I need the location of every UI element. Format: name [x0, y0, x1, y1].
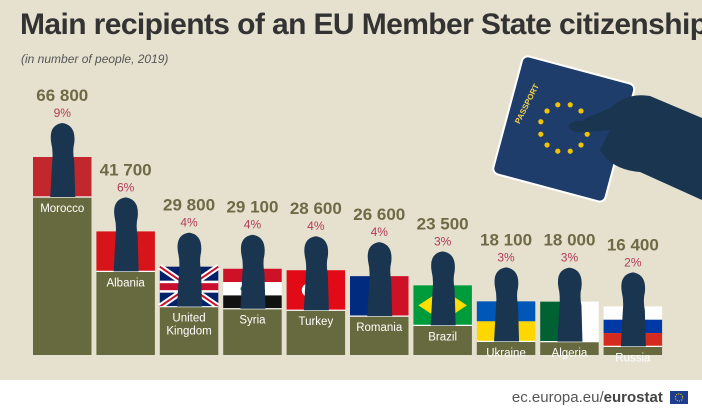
person-silhouette-icon [113, 197, 139, 272]
category-label: Kingdom [166, 326, 211, 338]
percent-label: 4% [180, 216, 198, 230]
passport-illustration: PASSPORT [492, 55, 636, 203]
person-silhouette-icon [50, 123, 76, 197]
category-label: Albania [106, 277, 145, 289]
value-label: 28 600 [290, 199, 342, 218]
value-label: 29 800 [163, 196, 215, 215]
bar-brazil [413, 325, 472, 355]
passport-star [538, 119, 544, 125]
hand-icon [580, 95, 702, 200]
footer-url: ec.europa.eu/ [511, 389, 604, 406]
bar-morocco [33, 197, 92, 355]
passport-star [567, 102, 573, 108]
person-silhouette-icon [367, 242, 393, 317]
person-silhouette-icon [177, 232, 203, 307]
flag-part [389, 276, 409, 317]
source-footer: ec.europa.eu/eurostat [512, 389, 688, 406]
percent-label: 4% [307, 219, 325, 233]
value-label: 23 500 [417, 214, 469, 233]
page-title: Main recipients of an EU Member State ci… [20, 8, 702, 41]
passport-star [555, 148, 561, 154]
thumb-icon [568, 120, 586, 133]
category-label: Brazil [428, 331, 457, 343]
category-label: Romania [356, 322, 403, 334]
category-label: Russia [615, 352, 651, 364]
bar-ukraine [476, 341, 536, 355]
value-label: 18 100 [480, 230, 532, 249]
percent-label: 4% [244, 218, 262, 232]
passport-star [538, 131, 544, 137]
percent-label: 6% [117, 180, 135, 194]
category-label: Algeria [552, 348, 588, 360]
percent-label: 4% [371, 225, 389, 239]
percent-label: 3% [561, 251, 579, 265]
passport-star [544, 142, 550, 148]
passport-star [584, 131, 590, 137]
bar-united-kingdom [159, 306, 219, 355]
person-silhouette-icon [557, 267, 583, 342]
bar-chart: PASSPORT 9%66 800 Morocco 6%41 700 Albania 4%… [33, 55, 702, 364]
category-label: United [172, 313, 205, 325]
person-silhouette-icon [430, 251, 456, 326]
bar-syria [223, 308, 282, 355]
category-label: Syria [239, 315, 266, 327]
page-subtitle: (in number of people, 2019) [21, 52, 169, 66]
value-label: 26 600 [353, 205, 405, 224]
percent-label: 9% [54, 106, 72, 120]
footer-brand: eurostat [603, 389, 663, 406]
percent-label: 3% [434, 234, 452, 248]
person-silhouette-icon [240, 234, 266, 309]
bar-algeria [540, 341, 599, 355]
bar-albania [96, 271, 155, 355]
bar-russia [603, 346, 663, 355]
passport-star [578, 142, 584, 148]
passport-star [567, 148, 573, 154]
percent-label: 2% [624, 255, 642, 269]
value-label: 29 100 [226, 198, 278, 217]
bar-turkey [286, 310, 346, 355]
bar-romania [350, 316, 409, 355]
value-label: 66 800 [36, 86, 88, 105]
eu-flag-icon [670, 391, 688, 404]
value-label: 16 400 [607, 235, 659, 254]
flag-part [350, 276, 370, 317]
passport-star [578, 108, 584, 114]
value-label: 18 000 [543, 231, 595, 250]
person-silhouette-icon [303, 236, 329, 311]
person-silhouette-icon [494, 267, 520, 342]
category-label: Morocco [40, 203, 84, 215]
category-label: Ukraine [486, 347, 526, 359]
percent-label: 3% [497, 250, 515, 264]
passport-star [544, 108, 550, 114]
value-label: 41 700 [100, 160, 152, 179]
passport-star [555, 102, 561, 108]
category-label: Turkey [298, 316, 333, 328]
person-silhouette-icon [620, 272, 646, 347]
